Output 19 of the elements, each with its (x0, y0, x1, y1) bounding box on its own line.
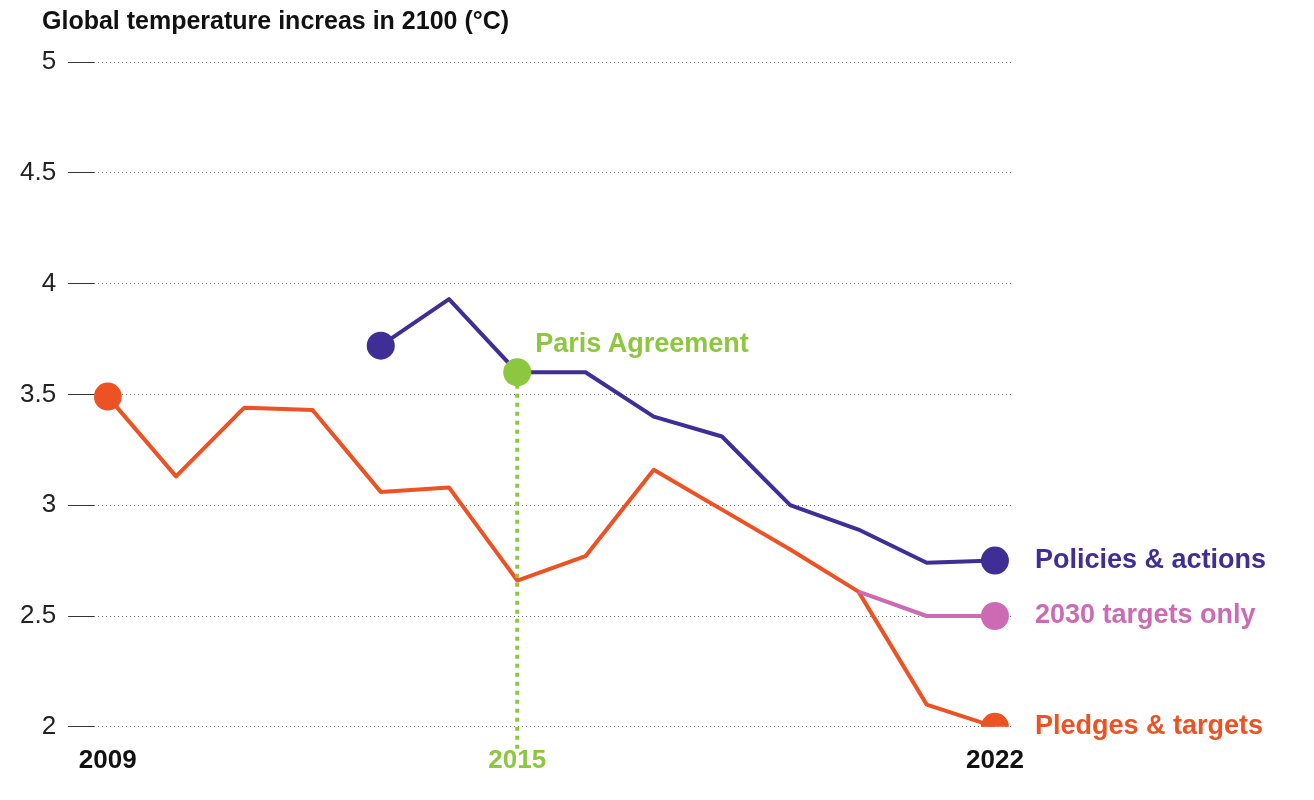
ref-line-label: Paris Agreement (535, 327, 749, 358)
y-tick-label: 5 (41, 45, 57, 76)
series-label: 2030 targets only (1034, 599, 1256, 630)
y-tick-label: 3.5 (19, 377, 57, 408)
point (980, 602, 1009, 630)
series-label: Pledges & targets (1034, 710, 1264, 741)
point (366, 331, 395, 360)
series-label: Policies & actions (1034, 544, 1267, 575)
y-tick-label: 3 (41, 488, 57, 519)
y-tick-label: 4 (41, 266, 57, 297)
y-tick-label: 2.5 (19, 599, 57, 630)
y-tick-label: 4.5 (19, 155, 57, 186)
x-tick-label: 2015 (488, 743, 547, 774)
chart-title: Global temperature increas in 2100 (°C) (42, 6, 510, 35)
x-tick-label: 2009 (78, 743, 137, 774)
point (980, 546, 1009, 575)
y-tick-label: 2 (41, 709, 57, 740)
point (94, 382, 122, 411)
x-tick-label: 2022 (966, 743, 1024, 774)
